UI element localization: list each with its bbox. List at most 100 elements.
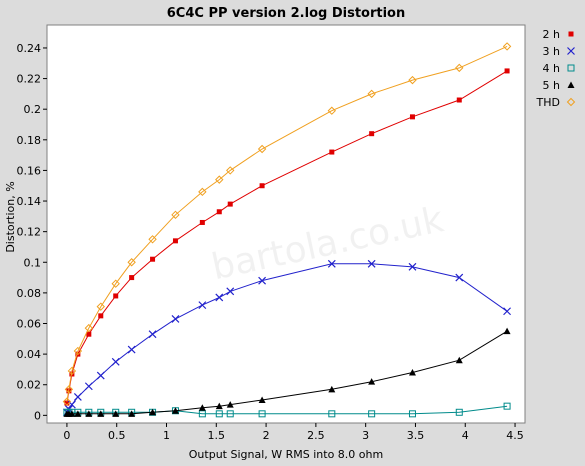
data-point-3h	[111, 357, 120, 366]
y-tick-label: 0.06	[17, 318, 42, 331]
data-point-thd	[455, 63, 464, 73]
data-point-3h	[148, 330, 157, 339]
chart-title: 6C4C PP version 2.log Distortion	[167, 6, 406, 21]
data-point-thd	[67, 366, 77, 376]
data-point-5h	[128, 410, 136, 417]
legend-marker-5h	[567, 81, 575, 88]
data-point-2h	[227, 201, 233, 207]
y-tick-label: 0.16	[17, 164, 42, 177]
x-tick-label: 0.5	[108, 429, 126, 442]
x-tick-label: 4	[462, 429, 469, 442]
data-point-5h	[97, 410, 105, 417]
series-layer	[62, 42, 512, 418]
data-point-5h	[328, 385, 336, 393]
data-point-2h	[259, 183, 265, 189]
data-point-thd	[502, 42, 512, 51]
data-point-2h	[86, 331, 92, 337]
legend-label-3h: 3 h	[543, 45, 560, 58]
data-point-2h	[329, 149, 335, 155]
data-point-5h	[171, 407, 179, 414]
y-tick-label: 0.18	[17, 134, 42, 147]
data-point-5h	[68, 410, 76, 417]
data-point-thd	[327, 106, 337, 115]
data-point-5h	[258, 396, 266, 404]
data-point-thd	[73, 346, 83, 356]
data-point-4h	[503, 402, 511, 410]
y-tick-label: 0.1	[24, 256, 42, 269]
legend-label-4h: 4 h	[543, 62, 560, 75]
data-point-5h	[503, 327, 511, 335]
legend-marker-2h	[568, 31, 574, 37]
data-point-2h	[129, 275, 135, 281]
data-point-4h	[258, 410, 266, 418]
data-point-3h	[215, 293, 224, 302]
data-point-5h	[226, 401, 234, 408]
data-point-3h	[84, 382, 93, 391]
data-point-thd	[215, 175, 224, 184]
x-tick-label: 2	[263, 429, 270, 442]
data-point-thd	[62, 397, 72, 406]
data-point-2h	[369, 131, 375, 137]
series-line-thd	[66, 45, 508, 402]
series-3h	[62, 259, 511, 417]
data-point-3h	[198, 301, 207, 310]
y-tick-label: 0.12	[17, 226, 42, 239]
x-tick-label: 4.5	[506, 429, 524, 442]
data-point-2h	[199, 219, 205, 225]
data-point-2h	[216, 209, 222, 215]
legend: 2 h 3 h 4 h 5 h THD	[536, 28, 576, 109]
legend-label-5h: 5 h	[543, 79, 560, 92]
data-point-5h	[215, 402, 223, 410]
data-point-3h	[503, 307, 511, 316]
data-point-thd	[96, 302, 105, 311]
y-tick-label: 0.14	[17, 195, 42, 208]
y-tick-label: 0.04	[17, 348, 42, 361]
data-point-2h	[98, 313, 104, 319]
y-tick-label: 0.08	[17, 287, 42, 300]
data-point-2h	[504, 68, 510, 74]
data-point-thd	[127, 258, 136, 267]
data-point-2h	[172, 238, 178, 244]
data-point-3h	[96, 371, 105, 380]
data-point-4h	[328, 410, 336, 418]
y-tick-label: 0	[34, 409, 41, 422]
legend-marker-3h	[567, 47, 575, 55]
y-tick-label: 0.22	[17, 73, 42, 86]
legend-marker-thd	[566, 97, 576, 107]
data-point-3h	[171, 314, 180, 323]
data-point-2h	[150, 256, 156, 262]
y-tick-label: 0.24	[17, 42, 42, 55]
plot-area	[46, 24, 526, 424]
data-point-5h	[112, 410, 120, 417]
series-thd	[62, 42, 512, 406]
series-5h	[63, 327, 511, 417]
data-point-3h	[73, 393, 82, 401]
data-point-4h	[455, 408, 463, 416]
axis-ticks: 0 0.5 1 1.5 2 2.5 3 3.5 4 4.5 0 0.02 0.04 0.06 0.08 0.1…	[17, 42, 524, 442]
data-point-4h	[215, 410, 223, 418]
data-point-3h	[127, 345, 136, 354]
data-point-thd	[148, 235, 157, 244]
y-tick-label: 0.02	[17, 379, 42, 392]
data-point-thd	[111, 279, 120, 288]
data-point-5h	[368, 378, 376, 385]
data-point-thd	[198, 187, 207, 197]
data-point-5h	[149, 408, 157, 416]
data-point-5h	[74, 410, 82, 417]
x-tick-label: 0	[63, 429, 70, 442]
data-point-5h	[455, 356, 463, 364]
data-point-3h	[455, 273, 464, 282]
data-point-2h	[113, 293, 119, 299]
data-point-thd	[64, 385, 74, 394]
data-point-thd	[367, 89, 376, 99]
data-point-5h	[85, 410, 93, 417]
x-tick-label: 3.5	[407, 429, 425, 442]
data-point-2h	[64, 400, 70, 406]
data-point-4h	[226, 410, 234, 418]
data-point-2h	[456, 97, 462, 103]
data-point-4h	[198, 410, 206, 418]
legend-marker-4h	[567, 64, 575, 72]
y-axis-label: Distortion, %	[4, 181, 17, 252]
x-tick-label: 3	[362, 429, 369, 442]
data-point-5h	[198, 404, 206, 411]
